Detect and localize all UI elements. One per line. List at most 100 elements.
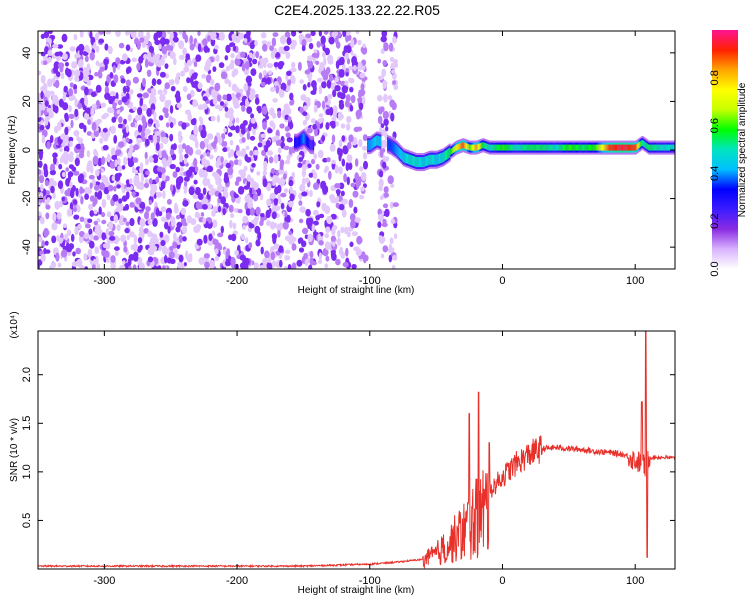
noise-cell	[318, 85, 323, 95]
noise-cell	[338, 139, 343, 148]
track-cell	[436, 154, 438, 165]
track-cell	[493, 144, 496, 151]
snr-series-line	[38, 331, 675, 569]
noise-cell	[279, 35, 287, 45]
noise-cell	[162, 245, 168, 255]
noise-cell	[248, 93, 255, 101]
noise-cell	[119, 264, 126, 269]
noise-cell	[218, 62, 225, 69]
track-cell	[647, 143, 649, 150]
noise-cell	[148, 199, 153, 206]
noise-cell	[381, 68, 387, 78]
noise-cell	[161, 150, 167, 158]
track-cell	[519, 144, 522, 151]
noise-cell	[195, 54, 202, 62]
noise-cell	[390, 112, 395, 122]
noise-cell	[86, 131, 92, 136]
noise-cell	[227, 166, 234, 176]
track-cell	[655, 144, 657, 151]
noise-cell	[266, 150, 273, 156]
noise-cell	[380, 253, 385, 259]
noise-cell	[250, 117, 256, 124]
noise-cell	[231, 33, 238, 42]
noise-cell	[186, 59, 193, 67]
track-cell	[482, 142, 485, 149]
track-cell	[425, 156, 427, 167]
noise-cell	[353, 206, 358, 214]
noise-cell	[348, 65, 353, 71]
noise-cell	[38, 103, 43, 113]
noise-cell	[44, 100, 49, 107]
noise-cell	[43, 60, 48, 66]
noise-cell	[38, 169, 42, 175]
noise-cell	[299, 106, 304, 114]
noise-cell	[79, 264, 85, 269]
noise-cell	[41, 135, 46, 144]
track-cell	[505, 144, 508, 151]
track-cell	[592, 144, 594, 151]
track-cell	[434, 154, 436, 165]
noise-cell	[141, 115, 146, 125]
noise-cell	[262, 178, 268, 188]
noise-cell	[218, 104, 224, 112]
noise-cell	[69, 46, 76, 52]
noise-cell	[240, 51, 246, 58]
noise-cell	[389, 57, 395, 62]
noise-cell	[349, 105, 354, 112]
noise-cell	[316, 201, 321, 208]
track-cell	[477, 144, 479, 151]
track-cell	[613, 144, 616, 151]
noise-cell	[170, 216, 176, 221]
noise-cell	[222, 94, 227, 101]
track-cell	[628, 144, 630, 151]
noise-cell	[196, 238, 203, 246]
noise-cell	[224, 106, 229, 112]
noise-cell	[285, 51, 291, 59]
noise-cell	[164, 99, 170, 109]
noise-cell	[280, 82, 287, 92]
noise-cell	[127, 158, 134, 168]
noise-cell	[206, 178, 211, 186]
noise-cell	[122, 260, 126, 265]
noise-cell	[289, 193, 295, 202]
noise-cell	[350, 94, 356, 104]
noise-cell	[383, 42, 389, 52]
noise-cell	[114, 159, 118, 168]
noise-cell	[136, 93, 143, 98]
noise-cell	[307, 55, 314, 62]
noise-cell	[228, 63, 235, 70]
noise-cell	[330, 120, 336, 129]
noise-cell	[186, 93, 192, 101]
track-cell	[607, 144, 609, 151]
noise-cell	[101, 175, 107, 184]
track-cell	[620, 144, 622, 151]
noise-cell	[115, 237, 121, 242]
track-cell	[588, 144, 590, 151]
noise-cell	[152, 91, 157, 96]
noise-cell	[123, 118, 127, 125]
noise-cell	[178, 146, 184, 154]
track-cell	[661, 144, 663, 151]
track-cell	[397, 146, 399, 156]
noise-cell	[90, 91, 97, 98]
track-cell	[413, 156, 415, 166]
noise-cell	[130, 31, 137, 39]
noise-cell	[153, 32, 159, 42]
track-cell	[498, 144, 500, 151]
track-cell	[580, 144, 582, 151]
noise-cell	[323, 57, 327, 66]
noise-cell	[234, 58, 239, 66]
noise-cell	[89, 195, 95, 202]
noise-cell	[289, 100, 294, 106]
noise-cell	[98, 31, 105, 35]
noise-cell	[77, 102, 83, 109]
noise-cell	[151, 183, 158, 193]
noise-cell	[203, 45, 209, 54]
noise-cell	[203, 253, 210, 259]
track-cell	[540, 144, 542, 151]
noise-cell	[95, 60, 100, 66]
noise-cell	[241, 62, 246, 72]
noise-cell	[119, 59, 126, 65]
track-cell	[400, 149, 402, 160]
noise-cell	[57, 44, 64, 49]
